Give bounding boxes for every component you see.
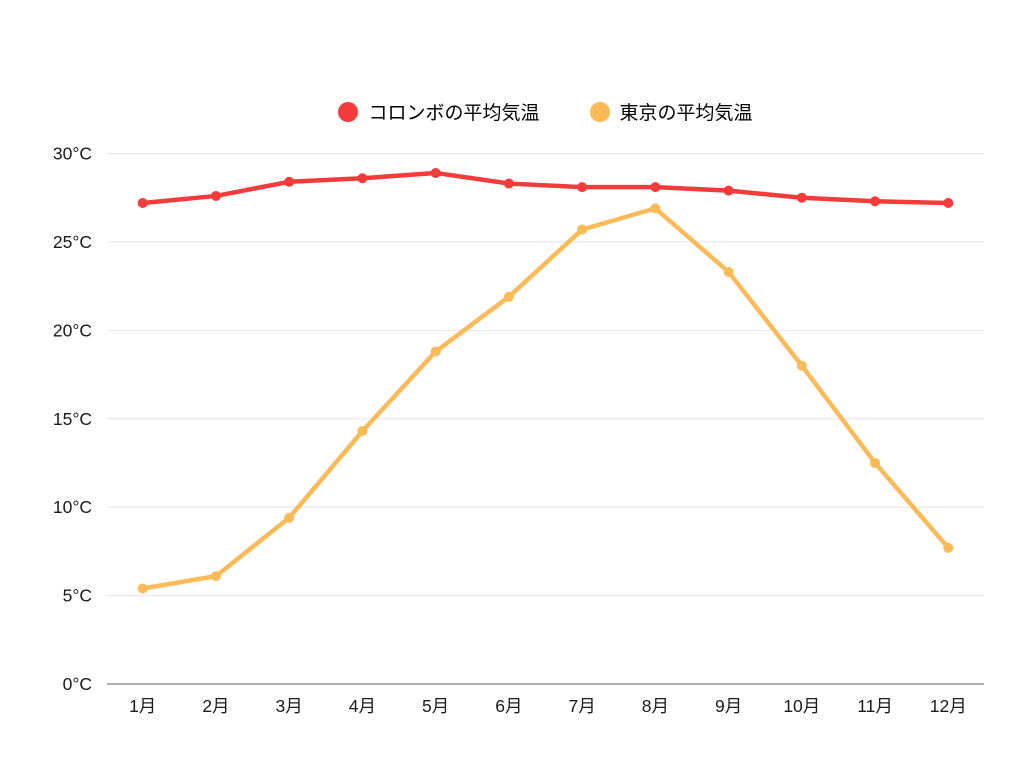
data-point: [357, 426, 368, 437]
x-tick-label: 6月: [495, 696, 522, 716]
data-point: [577, 182, 588, 193]
data-point: [943, 542, 954, 553]
y-tick-label: 10°C: [53, 497, 92, 517]
data-point: [503, 291, 514, 302]
y-tick-label: 5°C: [63, 586, 92, 606]
y-tick-label: 0°C: [63, 674, 92, 694]
data-point: [137, 198, 148, 209]
data-point: [870, 457, 881, 468]
x-tick-label: 7月: [568, 696, 595, 716]
x-tick-label: 9月: [715, 696, 742, 716]
x-tick-label: 10月: [783, 696, 820, 716]
x-tick-label: 12月: [930, 696, 967, 716]
x-tick-label: 5月: [422, 696, 449, 716]
data-point: [796, 360, 807, 371]
data-point: [284, 176, 295, 187]
y-tick-label: 20°C: [53, 320, 92, 340]
x-tick-label: 3月: [276, 696, 303, 716]
data-point: [723, 185, 734, 196]
data-point: [210, 571, 221, 582]
data-point: [284, 512, 295, 523]
x-tick-label: 2月: [202, 696, 229, 716]
x-tick-label: 4月: [349, 696, 376, 716]
data-point: [430, 167, 441, 178]
data-point: [577, 224, 588, 235]
series-line: [140, 206, 951, 591]
y-tick-label: 30°C: [53, 144, 92, 164]
data-point: [943, 198, 954, 209]
y-tick-label: 25°C: [53, 232, 92, 252]
y-tick-label: 15°C: [53, 409, 92, 429]
x-tick-label: 8月: [642, 696, 669, 716]
data-point: [357, 173, 368, 184]
data-point: [870, 196, 881, 207]
x-tick-label: 1月: [129, 696, 156, 716]
data-point: [137, 583, 148, 594]
data-point: [796, 192, 807, 203]
data-point: [503, 178, 514, 189]
series-line: [140, 170, 951, 206]
data-point: [650, 203, 661, 214]
data-point: [650, 182, 661, 193]
data-point: [210, 190, 221, 201]
data-point: [723, 266, 734, 277]
x-tick-label: 11月: [857, 696, 893, 716]
data-point: [430, 346, 441, 357]
